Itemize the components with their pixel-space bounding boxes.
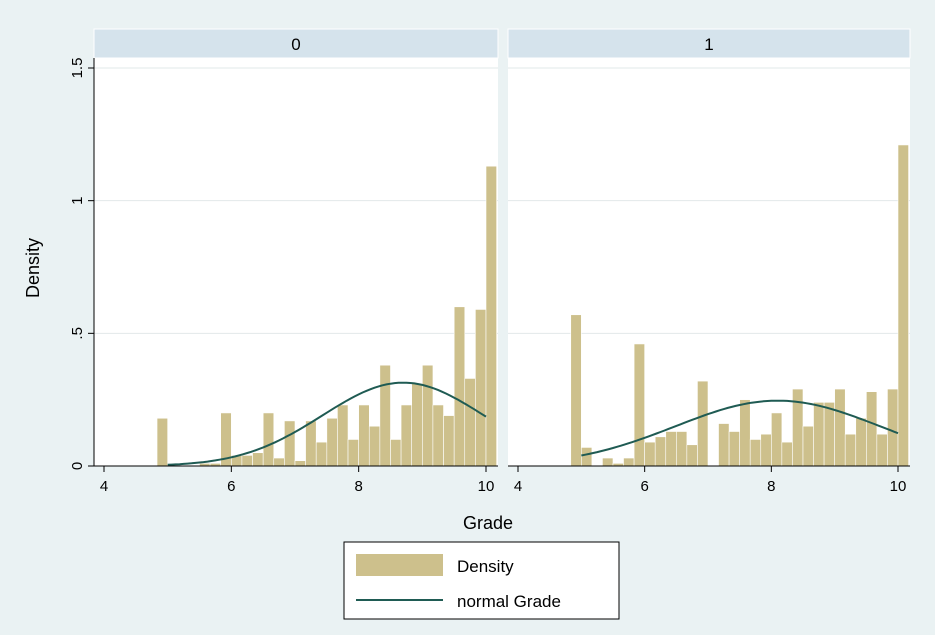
axis-titles: Grade Density (23, 238, 513, 533)
histogram-bar (241, 455, 253, 467)
histogram-bar (602, 457, 614, 467)
histogram-bar (337, 404, 349, 467)
legend-density-label: Density (457, 557, 514, 576)
panel-strip (507, 28, 911, 59)
x-tick-label: 4 (100, 478, 108, 495)
histogram-bar (252, 452, 264, 467)
histogram-bar (781, 441, 793, 467)
histogram-bar (823, 402, 835, 467)
panel-strip-label: 0 (291, 35, 300, 54)
y-tick-label: 1.5 (69, 58, 86, 79)
histogram-bar (390, 439, 402, 467)
histogram-bar (876, 433, 888, 467)
x-tick-label: 6 (640, 478, 648, 495)
histogram-bar (156, 417, 168, 467)
histogram-bar (834, 388, 846, 467)
histogram-bar (262, 412, 275, 467)
normal-curve (581, 399, 899, 457)
histogram-bar (305, 420, 317, 467)
y-tick-label: 1 (69, 196, 86, 204)
panel-0: 0 4 6 8 10 0 .5 1 1.5 (69, 28, 499, 495)
histogram-bar (887, 388, 899, 467)
histogram-bar (284, 420, 296, 467)
histogram-bar (718, 423, 730, 467)
y-tick-label: 0 (69, 462, 86, 470)
histogram-bar (273, 457, 285, 467)
legend-density-swatch (356, 554, 443, 576)
histogram-bar (294, 460, 306, 467)
histogram-bar (581, 447, 593, 467)
histogram-bar (368, 425, 381, 467)
histogram-bar (464, 378, 476, 467)
x-tick-label: 10 (478, 478, 495, 495)
legend: Density normal Grade (343, 541, 620, 620)
panel-1: 1 4 6 8 10 (507, 28, 911, 495)
histogram-bar (326, 417, 338, 467)
histogram-bar (739, 399, 751, 467)
histogram-bar (422, 364, 434, 467)
histogram-bar (897, 144, 909, 467)
histogram-bar (686, 444, 698, 467)
x-tick-label: 8 (354, 478, 362, 495)
histogram-bar (379, 364, 391, 467)
histogram-bar (697, 380, 709, 467)
chart-panels: 0 4 6 8 10 0 .5 1 1.5 1 4 6 8 10 (69, 28, 911, 495)
histogram-bar (443, 415, 455, 467)
panel-strip (93, 28, 499, 59)
x-tick-label: 8 (767, 478, 775, 495)
histogram-bar (676, 431, 688, 467)
histogram-bar (570, 314, 582, 467)
histogram-bar (623, 457, 635, 467)
histogram-bar (866, 391, 878, 467)
histogram-bar (771, 412, 783, 467)
legend-normal-label: normal Grade (457, 592, 561, 611)
histogram-bar (802, 425, 814, 467)
histogram-bar (358, 404, 370, 467)
x-tick-label: 10 (890, 478, 907, 495)
histogram-bar (728, 431, 740, 467)
histogram-bar (485, 165, 497, 467)
x-tick-label: 4 (514, 478, 522, 495)
y-tick-label: .5 (69, 327, 86, 340)
histogram-bar (654, 436, 667, 467)
histogram-bar (855, 417, 867, 467)
histogram-bar (633, 343, 645, 467)
histogram-bar (347, 439, 359, 467)
histogram-bar (644, 441, 656, 467)
x-axis-label: Grade (463, 513, 513, 533)
histogram-bar (315, 441, 328, 467)
histogram-bar (475, 309, 487, 467)
panel-background (508, 58, 910, 466)
histogram-bar (411, 383, 423, 467)
histogram-bar (665, 431, 677, 467)
histogram-bar (400, 404, 413, 467)
histogram-bar (813, 402, 825, 467)
x-tick-label: 6 (227, 478, 235, 495)
histogram-bar (432, 404, 444, 467)
y-axis-label: Density (23, 238, 43, 298)
panel-strip-label: 1 (704, 35, 713, 54)
histogram-bar (749, 439, 762, 467)
histogram-bar (760, 433, 772, 467)
normal-curve (167, 381, 487, 466)
histogram-bar (453, 306, 466, 467)
histogram-bar (844, 433, 857, 467)
